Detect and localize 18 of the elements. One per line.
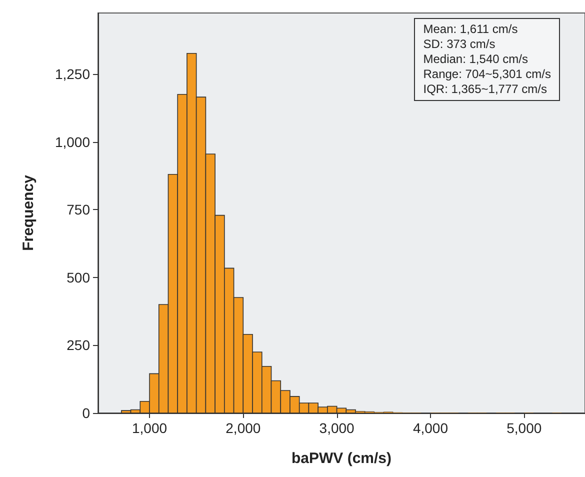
annotation: Range: 704~5,301 cm/s bbox=[423, 67, 551, 82]
y-axis-title: Frequency bbox=[20, 174, 37, 251]
x-tick-label: 1,000 bbox=[132, 420, 168, 436]
y-tick-label: 1,250 bbox=[54, 66, 90, 82]
y-tick-label: 1,000 bbox=[54, 134, 90, 150]
y-tick-label: 500 bbox=[66, 269, 90, 286]
x-tick-label: 3,000 bbox=[319, 420, 355, 436]
annotation: SD: 373 cm/s bbox=[423, 37, 496, 52]
annotation: Mean: 1,611 cm/s bbox=[423, 22, 519, 37]
y-tick-label: 0 bbox=[82, 405, 90, 421]
annotation: Median: 1,540 cm/s bbox=[423, 52, 529, 67]
x-tick-label: 4,000 bbox=[412, 420, 448, 436]
x-axis-title: baPWV (cm/s) bbox=[291, 450, 392, 467]
annotation: IQR: 1,365~1,777 cm/s bbox=[423, 82, 548, 97]
y-tick-label: 250 bbox=[66, 337, 90, 354]
x-tick-label: 5,000 bbox=[506, 420, 542, 436]
x-tick-label: 2,000 bbox=[226, 420, 261, 436]
y-tick-label: 750 bbox=[66, 202, 90, 218]
